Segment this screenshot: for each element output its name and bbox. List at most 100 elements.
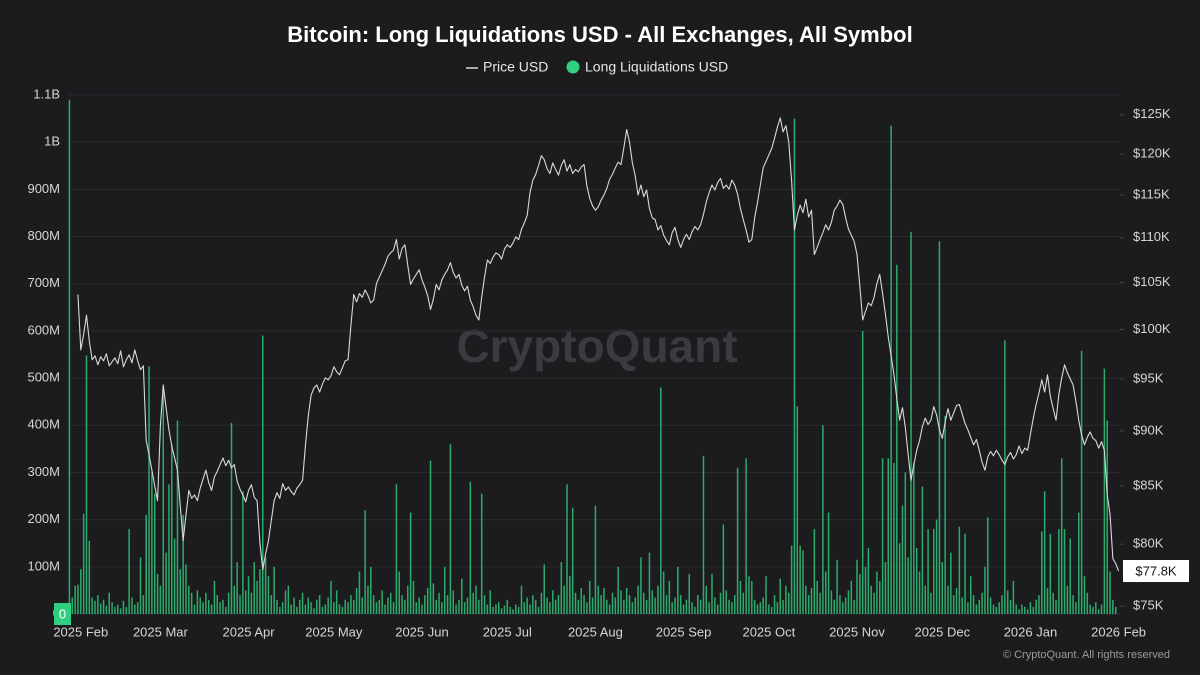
bar [944,415,946,614]
bar [407,585,409,614]
bar [324,604,327,614]
bar [998,602,1000,614]
legend-dot [566,60,580,74]
bar [418,597,420,614]
bar [657,585,659,614]
bar [844,597,847,614]
bar [384,604,386,614]
bar [1055,599,1057,614]
bar [583,595,585,614]
bar [199,597,201,614]
bar [981,592,983,614]
bar [233,585,236,614]
bar [904,472,907,614]
x-tick-label: 2026 Feb [1091,624,1146,639]
bar [503,605,506,614]
bar [748,576,750,614]
bar [165,552,167,614]
bar [878,580,881,614]
bar [77,584,79,614]
bar [242,491,244,614]
bar [151,472,153,614]
bar [606,599,608,614]
bar [640,557,642,614]
bar [1103,368,1106,614]
bar [824,571,827,614]
bar [941,562,944,614]
bar [756,604,759,614]
bar [628,595,631,614]
bar [847,590,850,614]
y-tick-label: 800M [27,228,60,243]
y2-tick-label: $75K [1133,598,1164,613]
bar [984,566,986,614]
bar [1095,602,1097,614]
legend-label[interactable]: Price USD [483,59,548,75]
y2-tick-label: $100K [1133,321,1171,336]
bar [480,493,483,614]
bar [105,605,108,614]
bar [1089,604,1091,614]
bar [1041,531,1043,614]
bar [262,335,264,614]
bar [901,505,904,614]
bar [637,585,639,614]
bar [179,569,182,614]
legend-label[interactable]: Long Liquidations USD [585,59,728,75]
bar [768,604,770,614]
bar [222,599,224,614]
bar [1046,588,1049,614]
bar [495,604,497,614]
bar [168,484,170,614]
bar [654,597,656,614]
bar [532,595,534,614]
bar [486,604,489,614]
bar [662,571,665,614]
bar [725,590,727,614]
bar [318,595,321,614]
bar [705,585,708,614]
bar [469,481,472,614]
bar [611,592,614,614]
bar [131,597,133,614]
bar [483,595,486,614]
x-tick-label: 2025 Mar [133,624,189,639]
bar [870,585,872,614]
bar [125,606,128,614]
bar [807,595,810,614]
bar [736,467,739,614]
bar [782,599,784,614]
bar [1092,606,1094,614]
bar [250,592,253,614]
bar [293,597,295,614]
bar [591,597,594,614]
bar [796,406,799,614]
bar [566,484,568,614]
x-tick-label: 2025 May [305,624,363,639]
bar [691,602,693,614]
bar [569,576,571,614]
bar [842,602,844,614]
bar [352,599,355,614]
bar [910,231,912,614]
bar [580,588,582,614]
bar [1038,595,1040,614]
bar [344,599,346,614]
bar [833,599,836,614]
bar [978,599,981,614]
bar [381,590,383,614]
bar [788,592,790,614]
y2-tick-label: $90K [1133,422,1164,437]
bar [304,604,307,614]
bar [853,599,855,614]
bar [933,529,935,614]
bar [68,99,71,614]
bar [88,540,91,614]
bar [805,585,807,614]
bar [745,458,747,614]
bar [773,595,776,614]
bar [117,604,119,614]
bar [1012,580,1015,614]
bar [287,585,290,614]
